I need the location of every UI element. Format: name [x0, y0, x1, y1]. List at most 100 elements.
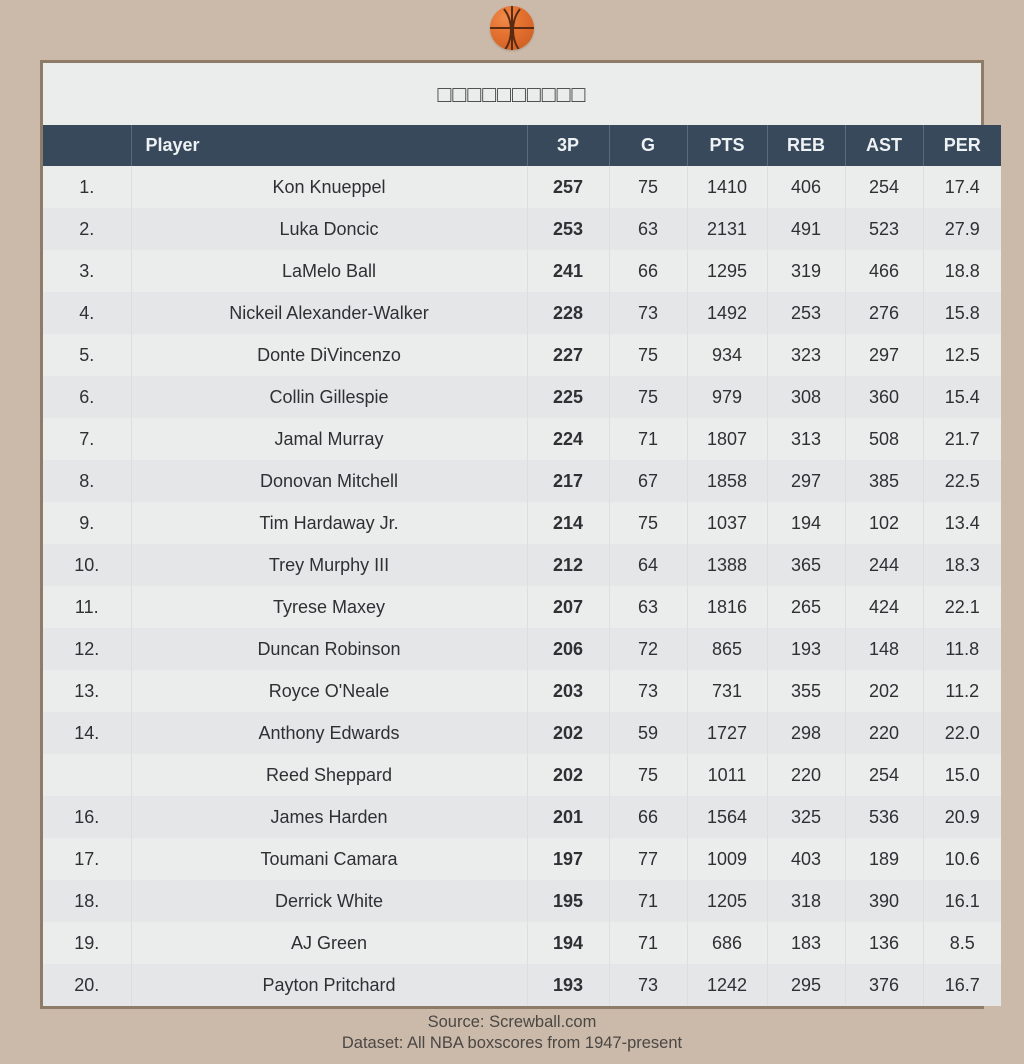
cell-rank: 9.: [43, 502, 132, 544]
cell-reb: 253: [767, 292, 846, 334]
table-row[interactable]: Reed Sheppard 202 75 1011 220 254 15.0: [43, 754, 1001, 796]
table-row[interactable]: 7. Jamal Murray 224 71 1807 313 508 21.7: [43, 418, 1001, 460]
cell-3p: 257: [527, 166, 610, 208]
cell-player: Derrick White: [131, 880, 528, 922]
cell-reb: 298: [767, 712, 846, 754]
cell-3p: 193: [527, 964, 610, 1006]
cell-pts: 1295: [687, 250, 768, 292]
cell-rank: [43, 754, 132, 796]
cell-pts: 1009: [687, 838, 768, 880]
cell-player: Donte DiVincenzo: [131, 334, 528, 376]
table-row[interactable]: 10. Trey Murphy III 212 64 1388 365 244 18.3: [43, 544, 1001, 586]
table-row[interactable]: 12. Duncan Robinson 206 72 865 193 148 11.8: [43, 628, 1001, 670]
cell-player: Jamal Murray: [131, 418, 528, 460]
cell-rank: 19.: [43, 922, 132, 964]
table-row[interactable]: 5. Donte DiVincenzo 227 75 934 323 297 12.5: [43, 334, 1001, 376]
cell-pts: 1037: [687, 502, 768, 544]
cell-3p: 203: [527, 670, 610, 712]
cell-ast: 466: [845, 250, 924, 292]
cell-player: Tim Hardaway Jr.: [131, 502, 528, 544]
cell-rank: 10.: [43, 544, 132, 586]
cell-reb: 403: [767, 838, 846, 880]
cell-3p: 207: [527, 586, 610, 628]
cell-3p: 225: [527, 376, 610, 418]
cell-ast: 360: [845, 376, 924, 418]
column-header-3p[interactable]: 3P: [527, 125, 610, 166]
cell-pts: 865: [687, 628, 768, 670]
cell-per: 11.8: [923, 628, 1001, 670]
cell-3p: 202: [527, 754, 610, 796]
cell-3p: 227: [527, 334, 610, 376]
cell-rank: 14.: [43, 712, 132, 754]
cell-pts: 1242: [687, 964, 768, 1006]
column-header-pts[interactable]: PTS: [687, 125, 768, 166]
table-row[interactable]: 8. Donovan Mitchell 217 67 1858 297 385 22.5: [43, 460, 1001, 502]
cell-3p: 241: [527, 250, 610, 292]
cell-g: 67: [609, 460, 688, 502]
cell-3p: 194: [527, 922, 610, 964]
column-header-rank[interactable]: [43, 125, 132, 166]
cell-reb: 319: [767, 250, 846, 292]
cell-per: 16.1: [923, 880, 1001, 922]
cell-g: 75: [609, 334, 688, 376]
table-row[interactable]: 16. James Harden 201 66 1564 325 536 20.9: [43, 796, 1001, 838]
table-row[interactable]: 4. Nickeil Alexander-Walker 228 73 1492 253 27…: [43, 292, 1001, 334]
cell-player: Anthony Edwards: [131, 712, 528, 754]
cell-rank: 1.: [43, 166, 132, 208]
table-row[interactable]: 2. Luka Doncic 253 63 2131 491 523 27.9: [43, 208, 1001, 250]
cell-player: Royce O'Neale: [131, 670, 528, 712]
table-row[interactable]: 9. Tim Hardaway Jr. 214 75 1037 194 102 13.4: [43, 502, 1001, 544]
column-header-player[interactable]: Player: [131, 125, 528, 166]
cell-reb: 355: [767, 670, 846, 712]
cell-g: 75: [609, 754, 688, 796]
cell-3p: 212: [527, 544, 610, 586]
table-header: Player 3P G PTS REB AST PER: [43, 125, 1001, 166]
cell-g: 63: [609, 208, 688, 250]
page-title: □□□□□□□□□□: [437, 80, 587, 107]
cell-g: 73: [609, 670, 688, 712]
cell-pts: 1816: [687, 586, 768, 628]
column-header-per[interactable]: PER: [923, 125, 1001, 166]
cell-per: 21.7: [923, 418, 1001, 460]
cell-ast: 220: [845, 712, 924, 754]
table-row[interactable]: 14. Anthony Edwards 202 59 1727 298 220 22.0: [43, 712, 1001, 754]
table-row[interactable]: 11. Tyrese Maxey 207 63 1816 265 424 22.1: [43, 586, 1001, 628]
cell-ast: 523: [845, 208, 924, 250]
table-row[interactable]: 18. Derrick White 195 71 1205 318 390 16.1: [43, 880, 1001, 922]
cell-ast: 508: [845, 418, 924, 460]
cell-rank: 18.: [43, 880, 132, 922]
footer-dataset: Dataset: All NBA boxscores from 1947-pre…: [341, 1034, 683, 1052]
cell-g: 73: [609, 964, 688, 1006]
column-header-reb[interactable]: REB: [767, 125, 846, 166]
cell-reb: 308: [767, 376, 846, 418]
column-header-g[interactable]: G: [609, 125, 688, 166]
cell-g: 66: [609, 250, 688, 292]
cell-ast: 276: [845, 292, 924, 334]
cell-g: 71: [609, 880, 688, 922]
cell-reb: 313: [767, 418, 846, 460]
cell-g: 59: [609, 712, 688, 754]
table-row[interactable]: 13. Royce O'Neale 203 73 731 355 202 11.2: [43, 670, 1001, 712]
cell-per: 22.5: [923, 460, 1001, 502]
table-row[interactable]: 3. LaMelo Ball 241 66 1295 319 466 18.8: [43, 250, 1001, 292]
table-row[interactable]: 6. Collin Gillespie 225 75 979 308 360 15.4: [43, 376, 1001, 418]
cell-pts: 1205: [687, 880, 768, 922]
table-row[interactable]: 20. Payton Pritchard 193 73 1242 295 376 16.7: [43, 964, 1001, 1006]
cell-rank: 12.: [43, 628, 132, 670]
cell-reb: 491: [767, 208, 846, 250]
cell-g: 72: [609, 628, 688, 670]
cell-per: 22.1: [923, 586, 1001, 628]
table-row[interactable]: 1. Kon Knueppel 257 75 1410 406 254 17.4: [43, 166, 1001, 208]
cell-pts: 1727: [687, 712, 768, 754]
column-header-ast[interactable]: AST: [845, 125, 924, 166]
cell-ast: 376: [845, 964, 924, 1006]
cell-pts: 2131: [687, 208, 768, 250]
cell-reb: 220: [767, 754, 846, 796]
cell-pts: 1388: [687, 544, 768, 586]
table-row[interactable]: 17. Toumani Camara 197 77 1009 403 189 10.6: [43, 838, 1001, 880]
cell-player: LaMelo Ball: [131, 250, 528, 292]
cell-rank: 11.: [43, 586, 132, 628]
table-row[interactable]: 19. AJ Green 194 71 686 183 136 8.5: [43, 922, 1001, 964]
cell-ast: 202: [845, 670, 924, 712]
cell-per: 15.8: [923, 292, 1001, 334]
